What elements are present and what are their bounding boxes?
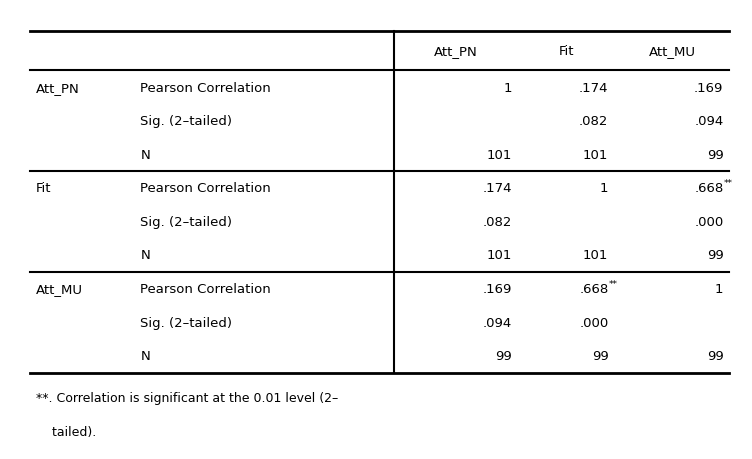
Text: **: ** [723, 179, 732, 187]
Text: Sig. (2–tailed): Sig. (2–tailed) [141, 316, 232, 329]
Text: .169: .169 [694, 81, 723, 95]
Text: .174: .174 [482, 182, 512, 195]
Text: .668: .668 [694, 182, 723, 195]
Text: 99: 99 [707, 148, 723, 162]
Text: Pearson Correlation: Pearson Correlation [141, 81, 271, 95]
Text: Sig. (2–tailed): Sig. (2–tailed) [141, 115, 232, 128]
Text: 101: 101 [583, 249, 608, 262]
Text: 99: 99 [592, 349, 608, 363]
Text: 99: 99 [707, 349, 723, 363]
Text: .000: .000 [579, 316, 608, 329]
Text: Sig. (2–tailed): Sig. (2–tailed) [141, 215, 232, 229]
Text: Pearson Correlation: Pearson Correlation [141, 182, 271, 195]
Text: .169: .169 [482, 282, 512, 296]
Text: .000: .000 [694, 215, 723, 229]
Text: Pearson Correlation: Pearson Correlation [141, 282, 271, 296]
Text: 1: 1 [503, 81, 512, 95]
Text: 101: 101 [583, 148, 608, 162]
Text: .082: .082 [482, 215, 512, 229]
Text: Fit: Fit [558, 45, 574, 58]
Text: N: N [141, 349, 150, 363]
Text: 99: 99 [707, 249, 723, 262]
Text: Att_MU: Att_MU [36, 282, 83, 296]
Text: 1: 1 [600, 182, 608, 195]
Text: Att_PN: Att_PN [36, 81, 80, 95]
Text: tailed).: tailed). [36, 425, 96, 438]
Text: **: ** [609, 279, 618, 288]
Text: 1: 1 [715, 282, 723, 296]
Text: 101: 101 [487, 249, 512, 262]
Text: 99: 99 [495, 349, 512, 363]
Text: .094: .094 [483, 316, 512, 329]
Text: .668: .668 [579, 282, 608, 296]
Text: .174: .174 [579, 81, 608, 95]
Text: Att_PN: Att_PN [434, 45, 478, 58]
Text: Fit: Fit [36, 182, 52, 195]
Text: **. Correlation is significant at the 0.01 level (2–: **. Correlation is significant at the 0.… [36, 391, 338, 404]
Text: .094: .094 [694, 115, 723, 128]
Text: N: N [141, 148, 150, 162]
Text: Att_MU: Att_MU [648, 45, 696, 58]
Text: N: N [141, 249, 150, 262]
Text: 101: 101 [487, 148, 512, 162]
Text: .082: .082 [579, 115, 608, 128]
